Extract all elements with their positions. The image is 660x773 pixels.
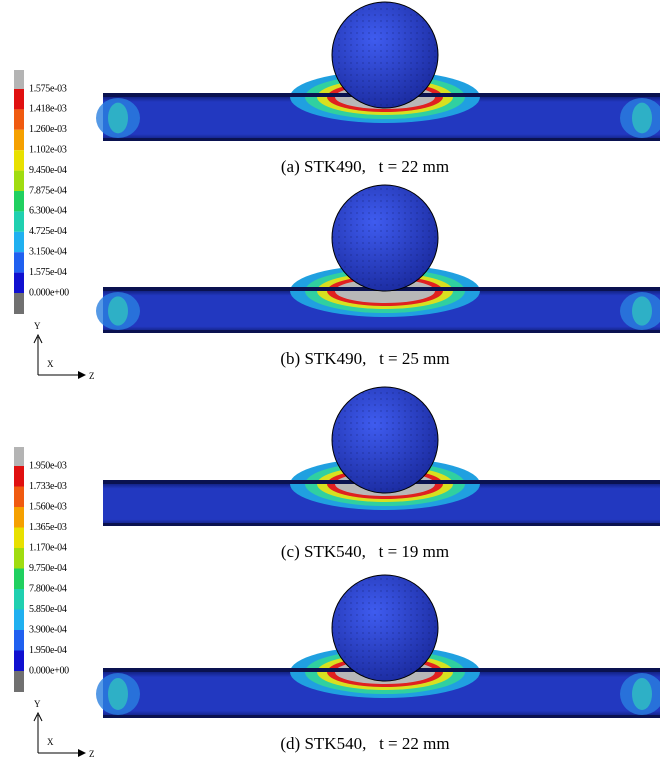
color-bar-segment [14, 487, 24, 508]
legend-label: 0.000e+00 [29, 665, 69, 676]
legend-label: 4.725e-04 [29, 226, 67, 237]
color-bar-segment [14, 150, 24, 170]
beam-edge [103, 523, 660, 526]
legend-label: 1.365e-03 [29, 522, 67, 533]
legend-label: 7.875e-04 [29, 185, 67, 196]
end-contour [108, 103, 128, 134]
axis-label: X [47, 359, 54, 369]
end-contour [108, 296, 128, 325]
panel-caption: (b) STK490, t = 25 mm [280, 349, 449, 368]
axis-arrowhead [78, 749, 86, 757]
sphere-mesh [332, 575, 438, 681]
panel-caption: (c) STK540, t = 19 mm [281, 542, 449, 561]
legend-label: 1.560e-03 [29, 501, 67, 512]
color-bar-segment [14, 130, 24, 150]
color-bar-segment [14, 630, 24, 651]
panel: (d) STK540, t = 22 mm [96, 575, 660, 753]
legend-label: 9.450e-04 [29, 165, 67, 176]
panel-caption: (d) STK540, t = 22 mm [280, 734, 449, 753]
color-bar-segment [14, 211, 24, 231]
sphere-mesh [332, 387, 438, 493]
panel: (b) STK490, t = 25 mm [96, 185, 660, 368]
beam-edge [103, 138, 660, 141]
color-bar-segment [14, 171, 24, 191]
sphere-mesh [332, 2, 438, 108]
axis-label: Z [89, 749, 95, 759]
legend-label: 9.750e-04 [29, 563, 67, 574]
sphere-mesh [332, 185, 438, 291]
color-bar-segment [14, 273, 24, 293]
color-bar-segment [14, 569, 24, 590]
color-bar-segment [14, 589, 24, 610]
legend-label: 1.575e-03 [29, 83, 67, 94]
legend-label: 1.950e-04 [29, 645, 67, 656]
legend-label: 6.300e-04 [29, 206, 67, 217]
color-bar-segment [14, 293, 24, 314]
panel-caption: (a) STK490, t = 22 mm [281, 157, 449, 176]
end-contour [632, 296, 652, 325]
legend-label: 1.418e-03 [29, 104, 67, 115]
legend-label: 1.950e-03 [29, 460, 67, 471]
color-bar-segment [14, 191, 24, 211]
end-contour [108, 678, 128, 710]
color-bar-segment [14, 507, 24, 528]
axis-label: Y [34, 699, 41, 709]
color-bar-segment [14, 610, 24, 631]
panel: (c) STK540, t = 19 mm [103, 387, 660, 561]
legend-label: 1.102e-03 [29, 144, 67, 155]
axis-label: Y [34, 321, 41, 331]
end-contour [632, 678, 652, 710]
legend-label: 7.800e-04 [29, 583, 67, 594]
color-bar-segment [14, 70, 24, 89]
color-bar-segment [14, 252, 24, 272]
color-bar-segment [14, 447, 24, 466]
axis-label: Z [89, 371, 95, 381]
legend-label: 1.170e-04 [29, 542, 67, 553]
beam-edge [103, 330, 660, 333]
color-bar-segment [14, 109, 24, 129]
legend-label: 1.575e-04 [29, 267, 67, 278]
legend-label: 0.000e+00 [29, 287, 69, 298]
legend-label: 1.733e-03 [29, 481, 67, 492]
color-bar-segment [14, 671, 24, 692]
axis-label: X [47, 737, 54, 747]
color-bar-segment [14, 89, 24, 109]
legend-label: 3.150e-04 [29, 246, 67, 257]
legend-label: 3.900e-04 [29, 624, 67, 635]
figure: 1.575e-03 1.418e-03 1.260e-03 1.102e-03 9.45… [0, 0, 660, 773]
panel: (a) STK490, t = 22 mm [96, 2, 660, 176]
end-contour [632, 103, 652, 134]
figure-canvas: 1.575e-03 1.418e-03 1.260e-03 1.102e-03 9.45… [0, 0, 660, 773]
color-bar-segment [14, 651, 24, 672]
axis-arrowhead [78, 371, 86, 379]
color-bar-segment [14, 528, 24, 549]
color-bar-segment [14, 232, 24, 252]
legend-label: 5.850e-04 [29, 604, 67, 615]
color-bar-segment [14, 548, 24, 569]
legend-label: 1.260e-03 [29, 124, 67, 135]
beam-edge [103, 715, 660, 718]
color-bar-segment [14, 466, 24, 487]
